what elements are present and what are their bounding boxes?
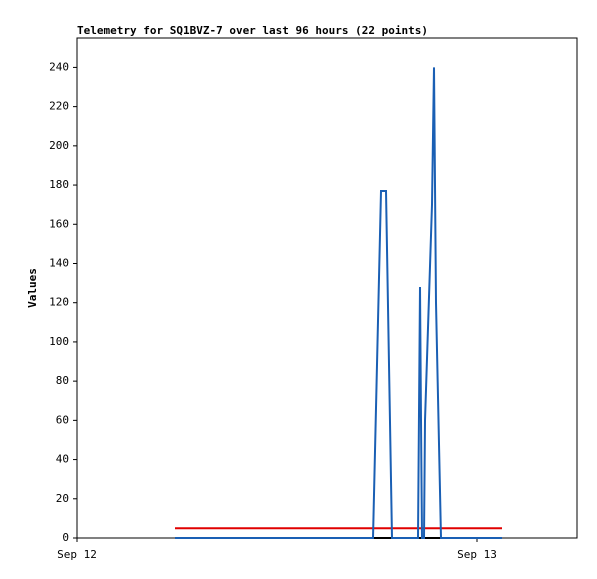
- y-tick-label: 20: [56, 492, 69, 505]
- y-tick-label: 200: [49, 139, 69, 152]
- y-tick-label: 40: [56, 453, 69, 466]
- y-axis-label: Values: [26, 268, 39, 308]
- y-tick-label: 60: [56, 413, 69, 426]
- y-tick-label: 100: [49, 335, 69, 348]
- y-tick-label: 120: [49, 296, 69, 309]
- x-tick-label: Sep 13: [457, 548, 497, 561]
- series-line: [175, 67, 502, 539]
- x-tick-label: Sep 12: [57, 548, 97, 561]
- y-tick-label: 160: [49, 217, 69, 230]
- y-tick-label: 240: [49, 60, 69, 73]
- y-tick-label: 180: [49, 178, 69, 191]
- chart-title: Telemetry for SQ1BVZ-7 over last 96 hour…: [77, 24, 428, 37]
- plot-frame: [76, 37, 578, 539]
- y-tick-label: 220: [49, 100, 69, 113]
- y-tick-label: 140: [49, 256, 69, 269]
- y-tick-label: 0: [62, 531, 69, 544]
- y-tick-label: 80: [56, 374, 69, 387]
